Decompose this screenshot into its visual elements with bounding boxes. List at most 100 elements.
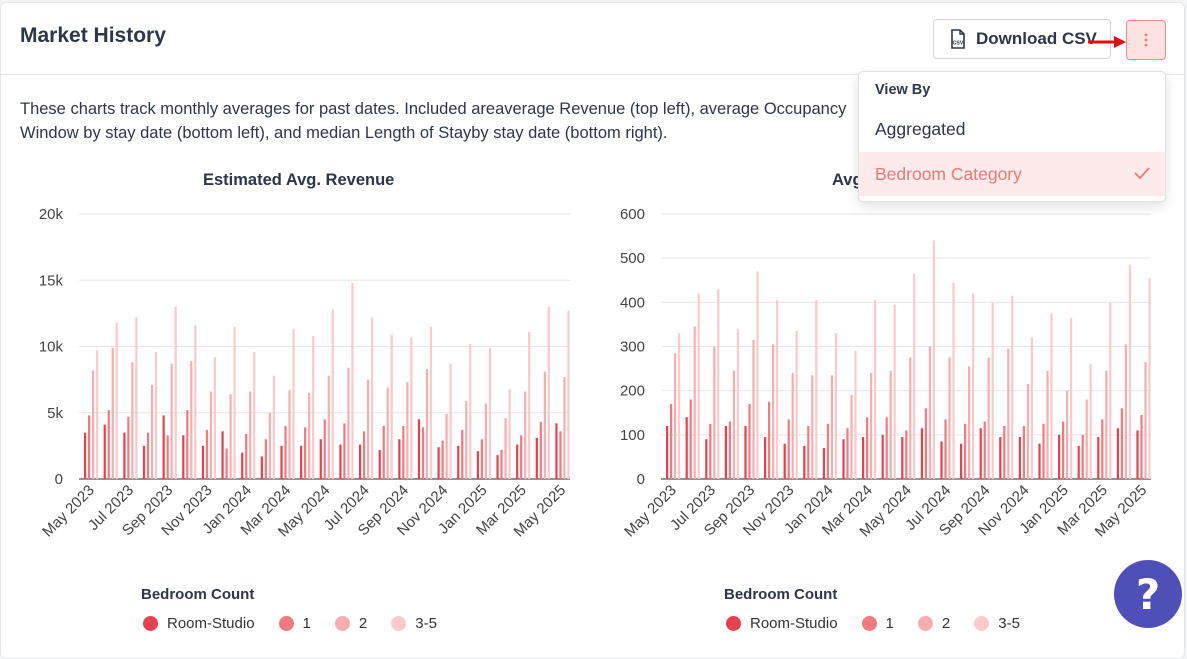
bar-2-22[interactable]: [524, 391, 527, 479]
bar-room-studio-0[interactable]: [666, 426, 669, 479]
bar-1-20[interactable]: [480, 439, 483, 479]
more-options-button[interactable]: [1126, 20, 1166, 60]
bar-3-5-0[interactable]: [678, 333, 681, 479]
bar-1-23[interactable]: [1120, 408, 1123, 479]
bar-3-5-6[interactable]: [213, 357, 217, 479]
bar-room-studio-14[interactable]: [940, 441, 943, 479]
bar-1-0[interactable]: [88, 415, 91, 479]
bar-3-5-3[interactable]: [154, 351, 158, 479]
bar-2-1[interactable]: [111, 347, 114, 479]
bar-3-5-21[interactable]: [508, 388, 511, 479]
bar-room-studio-19[interactable]: [457, 445, 460, 479]
bar-room-studio-1[interactable]: [103, 424, 106, 479]
bar-1-12[interactable]: [905, 430, 908, 479]
bar-3-5-14[interactable]: [370, 317, 374, 479]
bar-3-5-24[interactable]: [567, 310, 570, 479]
bar-2-3[interactable]: [732, 370, 735, 479]
bar-3-5-9[interactable]: [854, 350, 857, 479]
bar-2-20[interactable]: [1066, 390, 1069, 479]
bar-1-19[interactable]: [1042, 423, 1045, 479]
bar-room-studio-2[interactable]: [705, 439, 708, 479]
bar-2-4[interactable]: [170, 363, 173, 479]
bar-room-studio-13[interactable]: [920, 428, 923, 479]
bar-1-12[interactable]: [323, 419, 326, 479]
bar-room-studio-22[interactable]: [1097, 437, 1100, 479]
bar-2-24[interactable]: [1144, 361, 1147, 479]
bar-1-10[interactable]: [284, 426, 287, 479]
dropdown-option-bedroom-category[interactable]: Bedroom Category: [859, 152, 1165, 196]
bar-1-16[interactable]: [983, 421, 986, 479]
legend-item-3-5[interactable]: 3-5: [391, 615, 437, 632]
bar-3-5-19[interactable]: [469, 343, 472, 479]
bar-room-studio-6[interactable]: [783, 443, 786, 479]
bar-room-studio-24[interactable]: [555, 423, 558, 479]
bar-1-23[interactable]: [539, 422, 542, 479]
bar-1-20[interactable]: [1062, 421, 1065, 479]
bar-2-12[interactable]: [909, 357, 912, 479]
bar-3-5-21[interactable]: [1089, 364, 1092, 479]
help-button[interactable]: ?: [1114, 560, 1182, 628]
bar-3-5-15[interactable]: [972, 293, 975, 480]
bar-3-5-17[interactable]: [429, 326, 433, 479]
bar-3-5-2[interactable]: [717, 289, 720, 479]
bar-2-18[interactable]: [1026, 384, 1029, 479]
bar-3-5-5[interactable]: [776, 300, 779, 479]
legend-item-1[interactable]: 1: [861, 615, 894, 632]
bar-1-5[interactable]: [768, 401, 771, 479]
bar-3-5-22[interactable]: [528, 331, 531, 479]
bar-room-studio-11[interactable]: [300, 445, 303, 479]
bar-1-17[interactable]: [1003, 426, 1006, 479]
bar-2-15[interactable]: [968, 366, 971, 479]
bar-2-7[interactable]: [811, 375, 814, 479]
bar-1-8[interactable]: [826, 423, 829, 479]
bar-2-3[interactable]: [150, 384, 154, 479]
bar-2-21[interactable]: [504, 418, 507, 479]
bar-2-18[interactable]: [445, 414, 448, 479]
bar-3-5-18[interactable]: [1030, 337, 1033, 479]
bar-1-15[interactable]: [382, 426, 385, 479]
bar-1-3[interactable]: [146, 432, 150, 479]
bar-3-5-3[interactable]: [736, 328, 739, 479]
bar-1-6[interactable]: [787, 419, 790, 479]
legend-item-3-5[interactable]: 3-5: [974, 615, 1020, 632]
bar-2-22[interactable]: [1105, 370, 1108, 479]
bar-1-5[interactable]: [186, 410, 189, 479]
legend-item-studio[interactable]: Room-Studio: [143, 615, 255, 632]
bar-2-12[interactable]: [327, 375, 330, 479]
bar-room-studio-10[interactable]: [280, 445, 283, 479]
bar-room-studio-2[interactable]: [123, 432, 126, 479]
bar-room-studio-9[interactable]: [842, 439, 845, 479]
bar-3-5-8[interactable]: [253, 351, 256, 479]
bar-3-5-7[interactable]: [233, 326, 236, 479]
bar-room-studio-20[interactable]: [476, 451, 479, 479]
bar-1-24[interactable]: [559, 431, 562, 479]
bar-1-9[interactable]: [264, 439, 267, 479]
bar-2-17[interactable]: [1007, 348, 1010, 479]
bar-2-23[interactable]: [543, 371, 546, 479]
bar-3-5-1[interactable]: [697, 293, 700, 480]
bar-room-studio-23[interactable]: [1116, 428, 1119, 479]
bar-2-19[interactable]: [465, 400, 468, 479]
bar-1-10[interactable]: [866, 417, 869, 479]
bar-2-16[interactable]: [987, 357, 990, 479]
bar-3-5-1[interactable]: [115, 322, 118, 479]
bar-room-studio-16[interactable]: [979, 428, 982, 479]
bar-3-5-23[interactable]: [547, 306, 550, 479]
bar-room-studio-12[interactable]: [901, 437, 904, 479]
bar-3-5-5[interactable]: [194, 325, 197, 479]
bar-room-studio-21[interactable]: [496, 455, 499, 479]
bar-1-18[interactable]: [441, 440, 444, 479]
bar-1-7[interactable]: [807, 426, 810, 479]
bar-3-5-19[interactable]: [1050, 313, 1053, 479]
bar-1-22[interactable]: [520, 435, 523, 479]
legend-item-2[interactable]: 2: [917, 615, 950, 632]
bar-room-studio-0[interactable]: [84, 432, 87, 479]
bar-2-17[interactable]: [425, 369, 429, 479]
bar-3-5-7[interactable]: [815, 300, 818, 479]
bar-1-9[interactable]: [846, 428, 849, 479]
bar-1-7[interactable]: [225, 448, 228, 479]
bar-3-5-10[interactable]: [874, 300, 877, 479]
legend-item-2[interactable]: 2: [334, 615, 367, 632]
bar-3-5-16[interactable]: [410, 337, 413, 479]
bar-2-10[interactable]: [288, 390, 291, 479]
